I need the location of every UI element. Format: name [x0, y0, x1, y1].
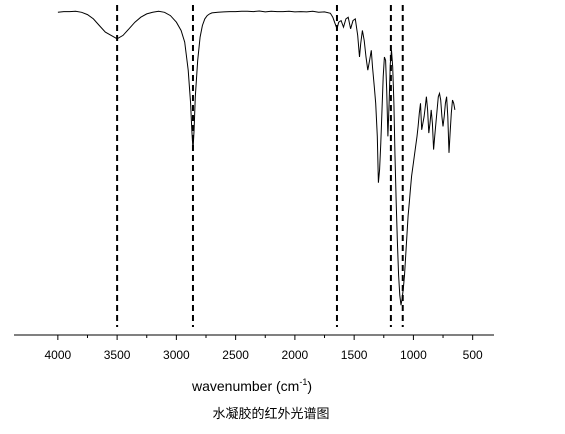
x-tick-label-4000: 4000 — [45, 348, 72, 362]
x-tick-label-3000: 3000 — [163, 348, 190, 362]
figure-caption: 水凝胶的红外光谱图 — [212, 406, 329, 422]
x-tick-label-1000: 1000 — [400, 348, 427, 362]
x-axis-ticks: 4000 3500 3000 2500 2000 1500 1000 500 — [45, 335, 483, 362]
x-axis-label: wavenumber (cm-1) — [191, 377, 312, 394]
x-tick-label-3500: 3500 — [104, 348, 131, 362]
x-tick-label-2000: 2000 — [282, 348, 309, 362]
x-tick-label-500: 500 — [463, 348, 483, 362]
spectrum-line — [57, 10, 456, 306]
x-tick-label-1500: 1500 — [341, 348, 368, 362]
x-tick-label-2500: 2500 — [222, 348, 249, 362]
